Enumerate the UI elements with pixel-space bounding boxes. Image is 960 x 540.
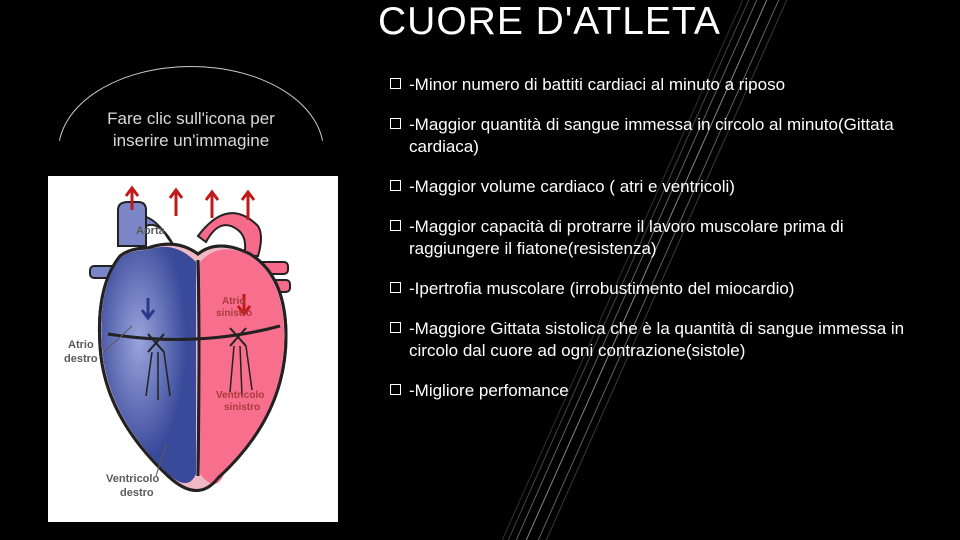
image-placeholder[interactable]: Fare clic sull'icona per inserire un'imm… bbox=[36, 60, 346, 176]
label-ventr-dx-2: destro bbox=[120, 487, 154, 499]
bullet-box-icon bbox=[390, 220, 401, 231]
bullet-list: -Minor numero di battiti cardiaci al min… bbox=[390, 74, 938, 420]
label-atrio-sx-2: sinistro bbox=[216, 308, 252, 319]
heart-diagram: Aorta Atrio destro Atrio sinistro Ventri… bbox=[48, 176, 338, 522]
bullet-text: -Ipertrofia muscolare (irrobustimento de… bbox=[409, 278, 938, 300]
heart-svg: Aorta Atrio destro Atrio sinistro Ventri… bbox=[48, 176, 338, 522]
bullet-box-icon bbox=[390, 180, 401, 191]
label-aorta: Aorta bbox=[136, 225, 166, 237]
bullet-box-icon bbox=[390, 78, 401, 89]
label-ventr-sx-1: Ventricolo bbox=[216, 390, 264, 401]
bullet-box-icon bbox=[390, 118, 401, 129]
slide-title: CUORE D'ATLETA bbox=[378, 0, 721, 44]
bullet-box-icon bbox=[390, 384, 401, 395]
label-atrio-dx-1: Atrio bbox=[68, 339, 94, 351]
bullet-item: -Maggior quantità di sangue immessa in c… bbox=[390, 114, 938, 158]
label-atrio-dx-2: destro bbox=[64, 353, 98, 365]
bullet-text: -Minor numero di battiti cardiaci al min… bbox=[409, 74, 938, 96]
bullet-text: -Maggior volume cardiaco ( atri e ventri… bbox=[409, 176, 938, 198]
placeholder-text: Fare clic sull'icona per inserire un'imm… bbox=[36, 108, 346, 152]
placeholder-line1: Fare clic sull'icona per bbox=[107, 109, 275, 128]
bullet-text: -Maggior quantità di sangue immessa in c… bbox=[409, 114, 938, 158]
bullet-item: -Maggior volume cardiaco ( atri e ventri… bbox=[390, 176, 938, 198]
bullet-box-icon bbox=[390, 282, 401, 293]
label-atrio-sx-1: Atrio bbox=[222, 296, 245, 307]
bullet-item: -Migliore perfomance bbox=[390, 380, 938, 402]
bullet-item: -Ipertrofia muscolare (irrobustimento de… bbox=[390, 278, 938, 300]
slide: CUORE D'ATLETA Fare clic sull'icona per … bbox=[0, 0, 960, 540]
bullet-text: -Maggiore Gittata sistolica che è la qua… bbox=[409, 318, 938, 362]
bullet-item: -Maggiore Gittata sistolica che è la qua… bbox=[390, 318, 938, 362]
bullet-box-icon bbox=[390, 322, 401, 333]
placeholder-line2: inserire un'immagine bbox=[113, 131, 269, 150]
label-ventr-dx-1: Ventricolo bbox=[106, 473, 159, 485]
bullet-item: -Maggior capacità di protrarre il lavoro… bbox=[390, 216, 938, 260]
label-ventr-sx-2: sinistro bbox=[224, 402, 260, 413]
bullet-text: -Migliore perfomance bbox=[409, 380, 938, 402]
bullet-item: -Minor numero di battiti cardiaci al min… bbox=[390, 74, 938, 96]
left-column: Fare clic sull'icona per inserire un'imm… bbox=[36, 60, 366, 176]
bullet-text: -Maggior capacità di protrarre il lavoro… bbox=[409, 216, 938, 260]
